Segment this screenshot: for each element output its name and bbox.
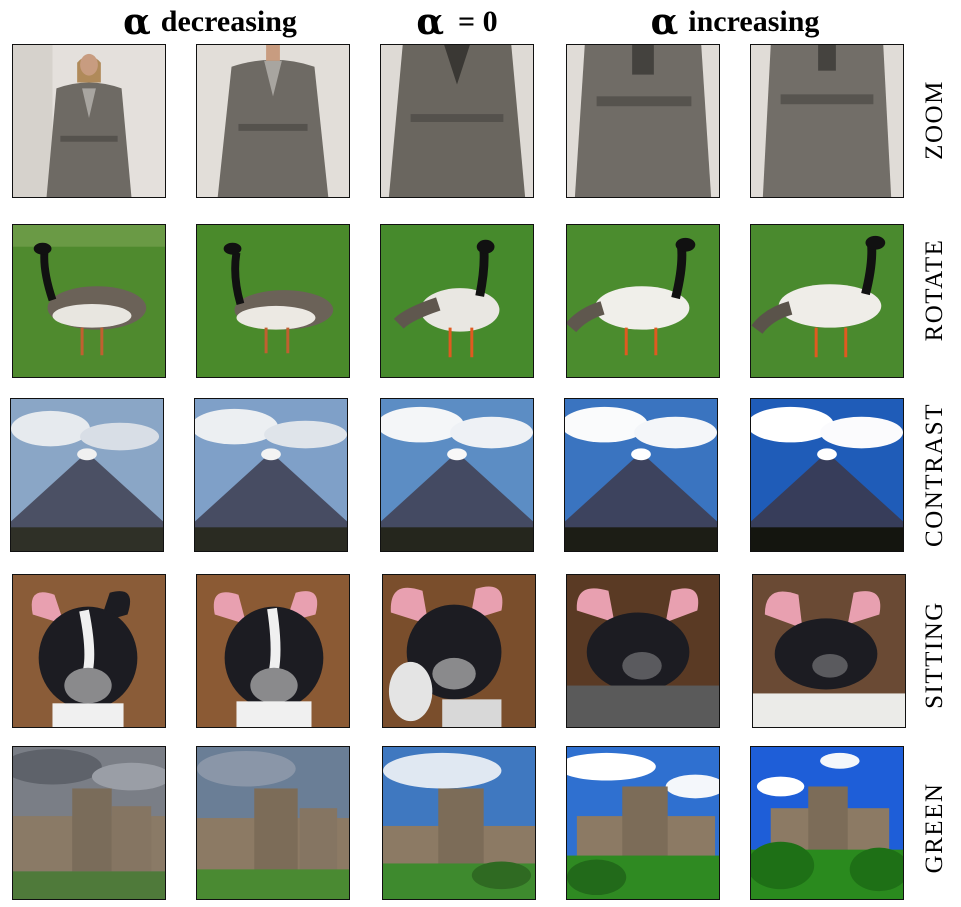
sitting-image-4	[566, 574, 720, 728]
trench-coat-image	[567, 45, 719, 197]
header-zero-text: = 0	[458, 5, 498, 38]
french-bulldog-image	[753, 575, 905, 727]
row-label-zoom: ZOOM	[921, 80, 948, 160]
volcano-image	[381, 399, 533, 551]
zoom-image-2	[196, 44, 350, 198]
header-alpha-increasing: α increasing	[610, 0, 860, 44]
zoom-image-4	[566, 44, 720, 198]
castle-image	[197, 747, 349, 899]
castle-image	[567, 747, 719, 899]
row-label-contrast: CONTRAST	[921, 403, 948, 547]
castle-image	[383, 747, 535, 899]
green-image-1	[12, 746, 166, 900]
goose-image	[197, 225, 349, 377]
french-bulldog-image	[13, 575, 165, 727]
rotate-image-2	[196, 224, 350, 378]
volcano-image	[751, 399, 903, 551]
rotate-image-1	[12, 224, 166, 378]
sitting-image-3	[382, 574, 536, 728]
green-image-5	[750, 746, 904, 900]
contrast-image-4	[564, 398, 718, 552]
row-label-rotate: ROTATE	[921, 238, 948, 342]
contrast-image-5	[750, 398, 904, 552]
trench-coat-image	[751, 45, 903, 197]
row-label-green: GREEN	[921, 782, 948, 874]
rotate-image-3	[380, 224, 534, 378]
goose-image	[13, 225, 165, 377]
goose-image	[567, 225, 719, 377]
contrast-image-1	[10, 398, 164, 552]
header-alpha-zero: α = 0	[380, 0, 534, 44]
sitting-image-5	[752, 574, 906, 728]
castle-image	[751, 747, 903, 899]
rotate-image-4	[566, 224, 720, 378]
trench-coat-image	[13, 45, 165, 197]
zoom-image-3	[380, 44, 534, 198]
rotate-image-5	[750, 224, 904, 378]
volcano-image	[195, 399, 347, 551]
volcano-image	[11, 399, 163, 551]
french-bulldog-image	[567, 575, 719, 727]
alpha-symbol: α	[123, 1, 151, 43]
french-bulldog-image	[383, 575, 535, 727]
alpha-symbol: α	[650, 1, 679, 43]
contrast-image-3	[380, 398, 534, 552]
header-alpha-decreasing: α decreasing	[90, 0, 330, 44]
trench-coat-image	[197, 45, 349, 197]
row-label-sitting: SITTING	[921, 601, 948, 709]
contrast-image-2	[194, 398, 348, 552]
trench-coat-image	[381, 45, 533, 197]
alpha-symbol: α	[416, 1, 445, 43]
volcano-image	[565, 399, 717, 551]
green-image-3	[382, 746, 536, 900]
header-increasing-text: increasing	[688, 5, 820, 38]
zoom-image-1	[12, 44, 166, 198]
green-image-2	[196, 746, 350, 900]
zoom-image-5	[750, 44, 904, 198]
french-bulldog-image	[197, 575, 349, 727]
sitting-image-1	[12, 574, 166, 728]
goose-image	[381, 225, 533, 377]
green-image-4	[566, 746, 720, 900]
castle-image	[13, 747, 165, 899]
sitting-image-2	[196, 574, 350, 728]
header-decreasing-text: decreasing	[160, 5, 297, 38]
goose-image	[751, 225, 903, 377]
